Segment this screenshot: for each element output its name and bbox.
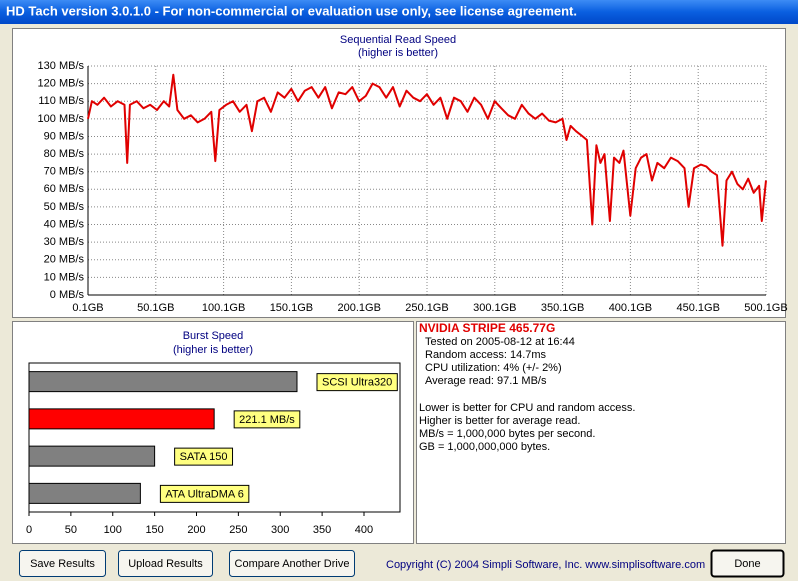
bar: [28, 408, 215, 430]
title-bar: [0, 0, 798, 24]
x-tick-label: 0: [26, 524, 32, 536]
drive-name: NVIDIA STRIPE 465.77G: [419, 321, 555, 335]
y-tick-label: 60 MB/s: [44, 183, 85, 195]
x-tick-label: 300.1GB: [473, 302, 516, 314]
x-tick-label: 350.1GB: [541, 302, 584, 314]
plot-frame: [28, 362, 401, 513]
x-tick-label: 100: [104, 524, 122, 536]
info-note: Lower is better for CPU and random acces…: [419, 402, 635, 414]
x-tick-label: 350: [313, 524, 331, 536]
y-tick-label: 70 MB/s: [44, 166, 85, 178]
bar-label: SATA 150: [180, 451, 228, 463]
bar-label-box: [233, 410, 301, 429]
copyright: Copyright (C) 2004 Simpli Software, Inc.…: [386, 559, 705, 571]
button-label: Compare Another Drive: [235, 558, 350, 570]
x-tick-label: 450.1GB: [676, 302, 719, 314]
y-tick-label: 100 MB/s: [38, 113, 85, 125]
info-line: CPU utilization: 4% (+/- 2%): [425, 362, 562, 374]
info-note: GB = 1,000,000,000 bytes.: [419, 441, 550, 453]
info-line: Random access: 14.7ms: [425, 349, 547, 361]
bar-label-box: [174, 447, 234, 466]
compare-drive-button[interactable]: Compare Another Drive: [229, 550, 355, 577]
x-tick-label: 150.1GB: [270, 302, 313, 314]
info-note: Higher is better for average read.: [419, 415, 580, 427]
x-tick-label: 100.1GB: [202, 302, 245, 314]
bar-label-box: [159, 484, 250, 503]
x-tick-label: 300: [271, 524, 289, 536]
bar: [28, 482, 141, 504]
chart-subtitle: (higher is better): [358, 47, 438, 59]
info-note: MB/s = 1,000,000 bytes per second.: [419, 428, 595, 440]
x-tick-label: 250.1GB: [405, 302, 448, 314]
x-tick-label: 150: [145, 524, 163, 536]
y-tick-label: 80 MB/s: [44, 148, 85, 160]
x-tick-label: 50.1GB: [137, 302, 174, 314]
bar-label: SCSI Ultra320: [322, 377, 392, 389]
bar-label: ATA UltraDMA 6: [165, 488, 243, 500]
x-tick-label: 200.1GB: [337, 302, 380, 314]
y-tick-label: 50 MB/s: [44, 201, 85, 213]
x-tick-label: 500.1GB: [744, 302, 787, 314]
info-line: Tested on 2005-08-12 at 16:44: [425, 336, 575, 348]
x-tick-label: 50: [65, 524, 77, 536]
info-panel: [416, 321, 786, 544]
upload-results-button[interactable]: Upload Results: [118, 550, 213, 577]
x-tick-label: 400: [355, 524, 373, 536]
y-tick-label: 10 MB/s: [44, 271, 85, 283]
y-tick-label: 30 MB/s: [44, 236, 85, 248]
x-tick-label: 0.1GB: [72, 302, 103, 314]
speed-line: [87, 73, 767, 247]
done-button[interactable]: Done: [710, 549, 785, 578]
button-label: Done: [734, 558, 760, 570]
x-tick-label: 400.1GB: [609, 302, 652, 314]
y-tick-label: 90 MB/s: [44, 130, 85, 142]
y-tick-label: 110 MB/s: [38, 95, 84, 107]
y-tick-label: 120 MB/s: [38, 78, 85, 90]
chart-title: Sequential Read Speed: [340, 34, 456, 46]
button-label: Upload Results: [128, 558, 203, 570]
x-tick-label: 250: [229, 524, 247, 536]
info-line: Average read: 97.1 MB/s: [425, 375, 547, 387]
bar: [28, 371, 298, 393]
save-results-button[interactable]: Save Results: [19, 550, 106, 577]
sequential-panel: [12, 28, 786, 318]
y-tick-label: 40 MB/s: [44, 218, 85, 230]
bar-label: 221.1 MB/s: [239, 414, 295, 426]
chart-subtitle: (higher is better): [173, 344, 253, 356]
burst-panel: [12, 321, 414, 544]
x-tick-label: 200: [187, 524, 205, 536]
bar-label-box: [316, 373, 398, 392]
y-tick-label: 20 MB/s: [44, 254, 85, 266]
y-tick-label: 0 MB/s: [50, 289, 85, 301]
y-tick-label: 130 MB/s: [38, 60, 85, 72]
chart-title: Burst Speed: [183, 330, 244, 342]
button-label: Save Results: [30, 558, 95, 570]
bar: [28, 445, 156, 467]
window-title: HD Tach version 3.0.1.0 - For non-commer…: [6, 3, 577, 18]
